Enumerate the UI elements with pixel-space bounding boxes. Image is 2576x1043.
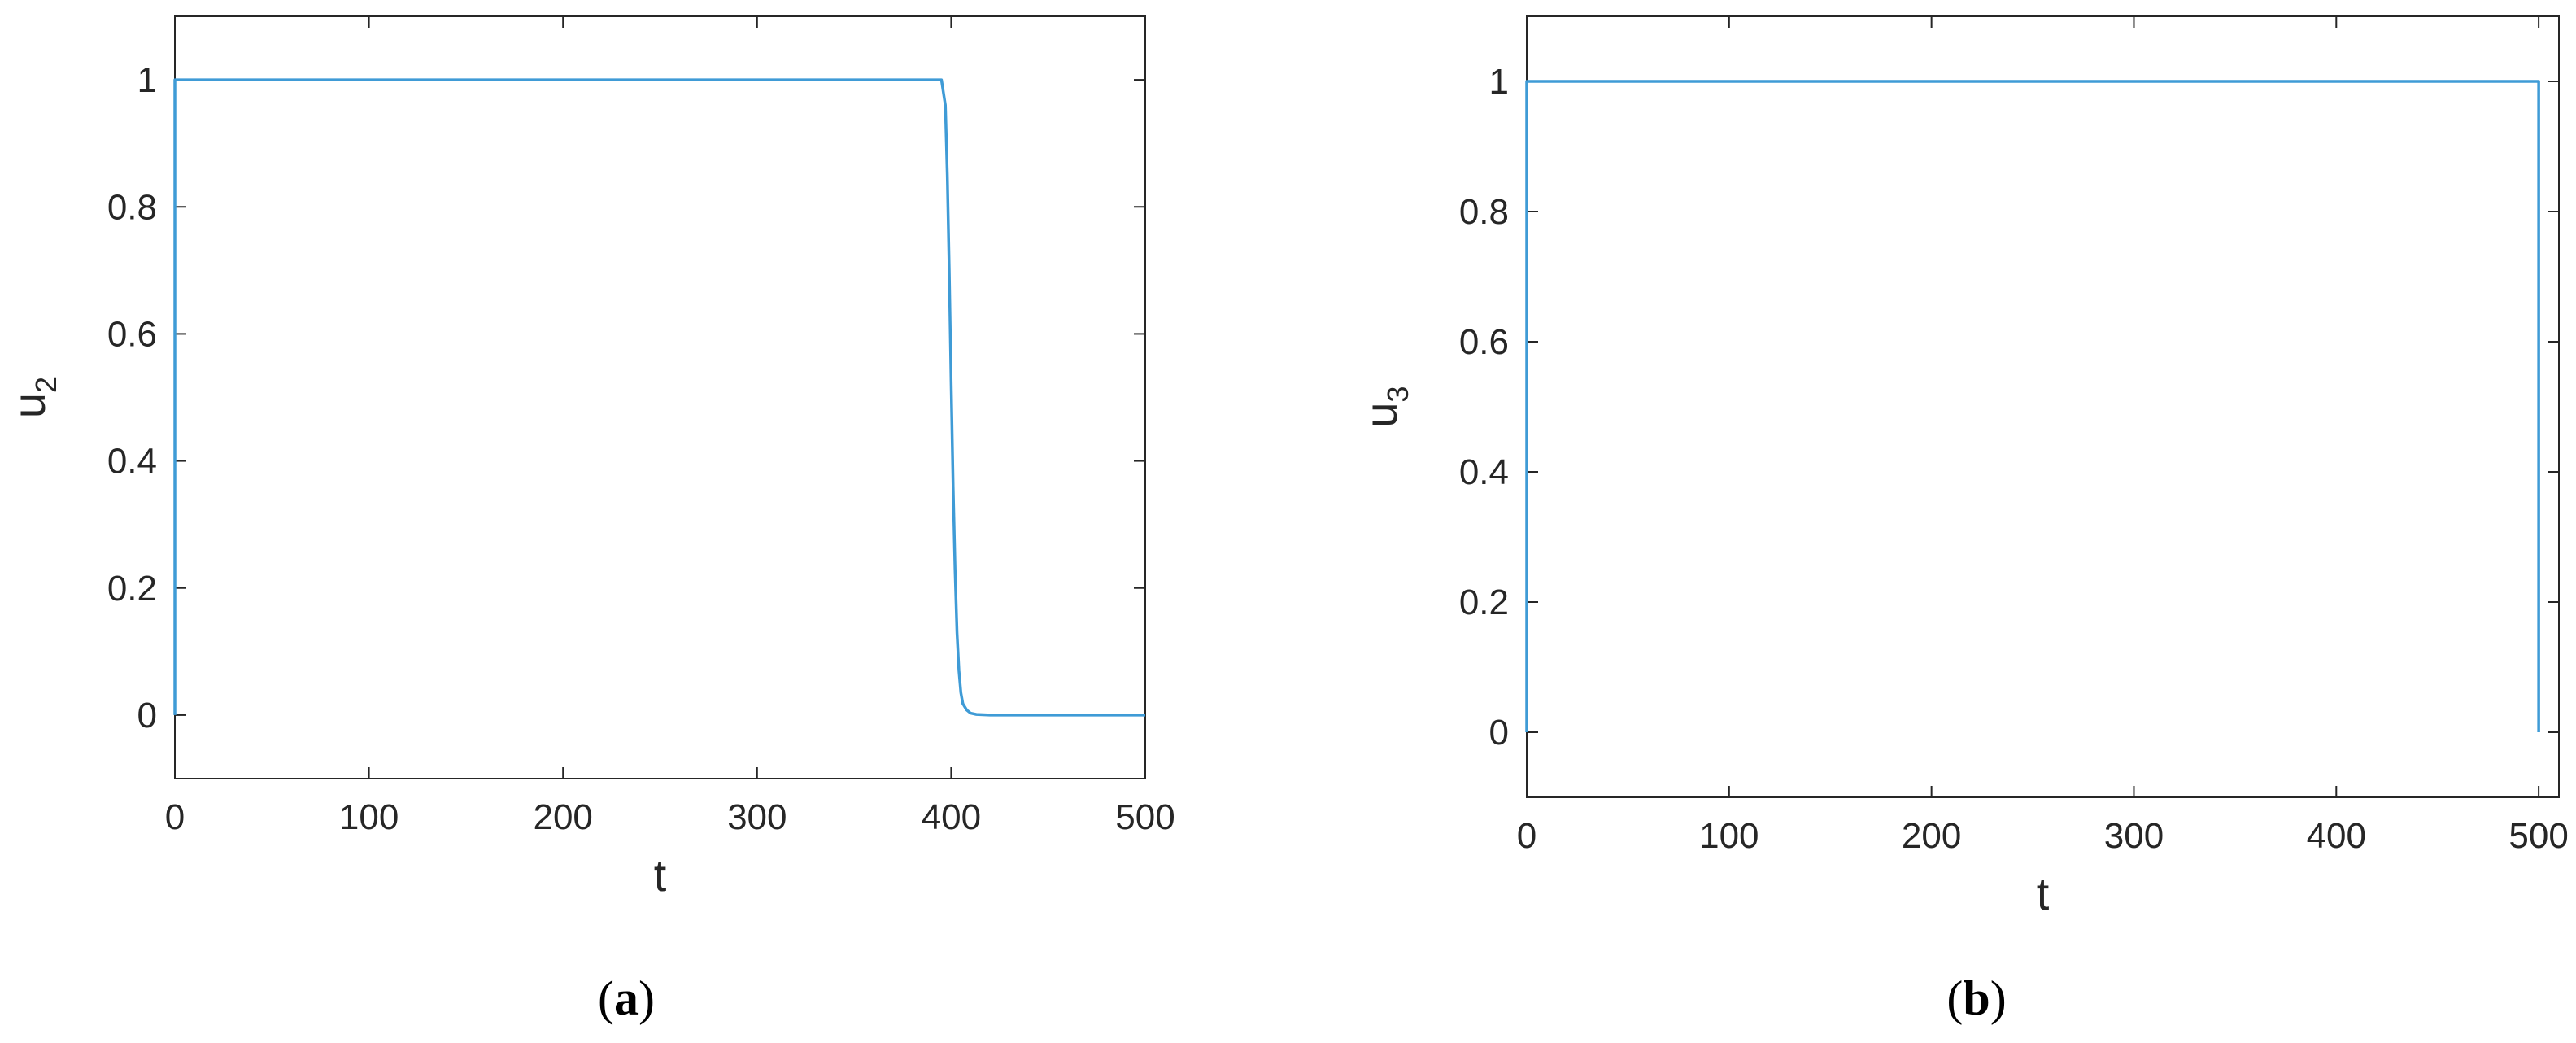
x-axis-label: t	[2037, 868, 2050, 919]
y-tick-label: 0.8	[1459, 192, 1509, 232]
y-tick-label: 0.2	[1459, 583, 1509, 622]
x-tick-label: 300	[727, 797, 787, 837]
x-tick-label: 0	[165, 797, 185, 837]
y-tick-label: 0	[137, 696, 157, 735]
y-axis-label: u3	[1355, 386, 1414, 427]
plot-area-frame	[174, 15, 1146, 779]
caption-paren-close: )	[1990, 971, 2007, 1025]
y-tick-label: 0.6	[107, 314, 157, 354]
panel-caption: (a)	[598, 971, 655, 1025]
y-axis-label-subscript: 3	[1381, 386, 1414, 402]
y-axis-label-main: u	[1355, 402, 1406, 427]
y-axis-label-main: u	[3, 393, 54, 418]
caption-letter: a	[614, 971, 639, 1025]
x-tick-label: 400	[922, 797, 981, 837]
x-tick-label: 200	[1902, 816, 1961, 856]
chart-panel-b: 0 100 200 300 400 500 0 0.2 0.4 0.6 0.8 1 t u3 (b)	[1355, 15, 2569, 1025]
x-tick-label: 300	[2104, 816, 2164, 856]
x-tick-label: 400	[2307, 816, 2366, 856]
y-tick-label: 0.6	[1459, 322, 1509, 362]
y-tick-label: 1	[137, 60, 157, 100]
chart-panel-a: 0 100 200 300 400 500 0 0.2 0.4 0.6 0.8 1 t u2 (a)	[3, 15, 1175, 1025]
x-tick-label: 500	[1115, 797, 1175, 837]
y-tick-label: 0	[1489, 713, 1509, 753]
caption-paren-close: )	[639, 971, 655, 1025]
caption-letter: b	[1963, 971, 1990, 1025]
x-tick-label: 100	[339, 797, 399, 837]
plot-area-frame	[1526, 15, 2560, 798]
x-axis-label: t	[654, 849, 667, 901]
caption-paren-open: (	[598, 971, 614, 1025]
x-tick-label: 0	[1517, 816, 1536, 856]
y-tick-label: 0.4	[1459, 452, 1509, 492]
x-tick-label: 500	[2508, 816, 2568, 856]
series-line	[1525, 80, 2540, 732]
x-tick-label: 200	[533, 797, 592, 837]
y-tick-label: 0.4	[107, 442, 157, 482]
y-tick-label: 1	[1489, 62, 1509, 102]
y-tick-label: 0.2	[107, 569, 157, 609]
y-axis-label-subscript: 2	[29, 377, 63, 393]
caption-paren-open: (	[1946, 971, 1963, 1025]
y-axis-label: u2	[3, 377, 63, 418]
panel-caption: (b)	[1946, 971, 2006, 1025]
series-line	[173, 78, 1145, 717]
y-tick-label: 0.8	[107, 187, 157, 227]
x-tick-label: 100	[1699, 816, 1759, 856]
